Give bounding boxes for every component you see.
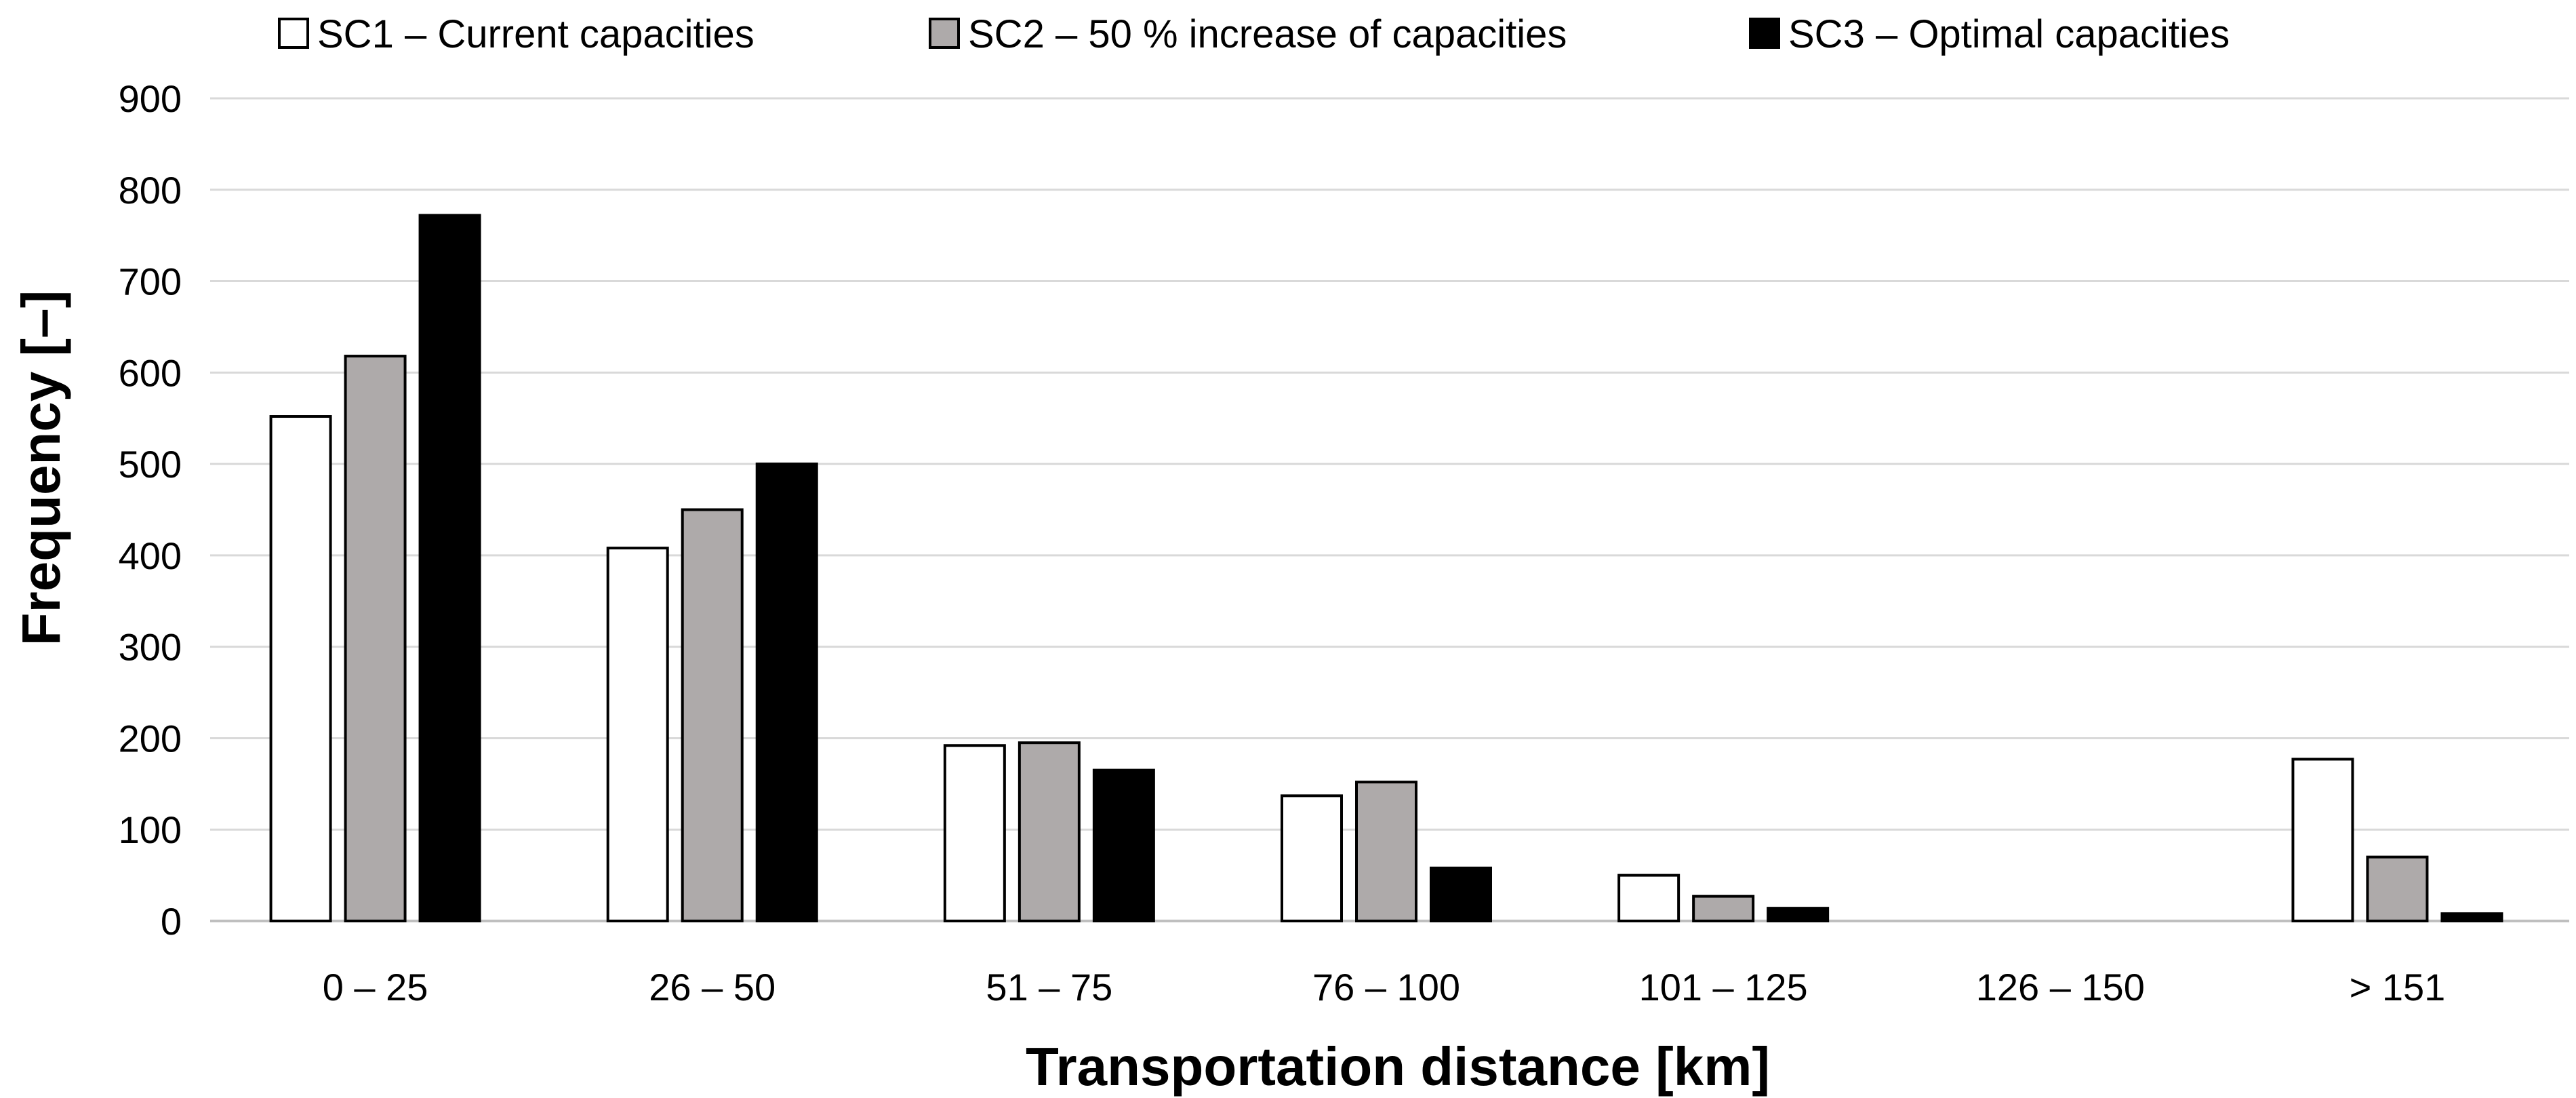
gridlines <box>210 97 2569 922</box>
bar-1-1 <box>269 415 332 922</box>
y-tick-label: 400 <box>119 534 182 577</box>
legend-label-3: SC3 – Optimal capacities <box>1788 12 2230 56</box>
legend-swatch-3 <box>1749 18 1780 49</box>
legend-label-1: SC1 – Current capacities <box>317 12 754 56</box>
y-tick-label: 600 <box>119 351 182 394</box>
bar-2-3 <box>1018 741 1081 923</box>
legend-swatch-1 <box>278 18 309 49</box>
x-tick-label: 126 – 150 <box>1976 966 2145 1008</box>
x-tick-label: 76 – 100 <box>1312 966 1460 1008</box>
y-tick-label: 0 <box>161 900 182 943</box>
bar-2-1 <box>344 355 407 922</box>
x-tick-label: 0 – 25 <box>323 966 428 1008</box>
bar-1-3 <box>943 744 1006 923</box>
bar-2-5 <box>1692 895 1755 922</box>
bar-3-7 <box>2440 912 2503 922</box>
bar-1-7 <box>2291 758 2354 923</box>
bar-3-3 <box>1092 768 1155 923</box>
y-tick-label: 300 <box>119 626 182 669</box>
bar-1-2 <box>606 547 669 922</box>
legend-label-2: SC2 – 50 % increase of capacities <box>968 12 1567 56</box>
y-tick-label: 800 <box>119 169 182 212</box>
x-tick-label: 26 – 50 <box>649 966 776 1008</box>
y-tick-label: 100 <box>119 808 182 851</box>
bar-1-5 <box>1617 874 1681 922</box>
bar-3-1 <box>418 214 481 923</box>
x-tick-label: 101 – 125 <box>1639 966 1808 1008</box>
x-tick-label: > 151 <box>2350 966 2446 1008</box>
y-tick-label: 200 <box>119 717 182 760</box>
bar-3-4 <box>1430 866 1492 922</box>
bar-1-4 <box>1281 794 1343 923</box>
y-axis-ticks: 0 100 200 300 400 500 600 700 800 900 <box>119 77 182 943</box>
bar-2-2 <box>681 508 744 922</box>
y-tick-label: 700 <box>119 260 182 303</box>
bar-3-5 <box>1767 907 1830 922</box>
x-tick-label: 51 – 75 <box>986 966 1112 1008</box>
bar-2-7 <box>2366 855 2429 922</box>
x-axis-ticks: 0 – 25 26 – 50 51 – 75 76 – 100 101 – 125 126… <box>323 966 2446 1008</box>
bar-3-2 <box>755 463 818 922</box>
y-tick-label: 900 <box>119 77 182 120</box>
bar-2-4 <box>1355 781 1417 923</box>
legend: SC1 – Current capacities SC2 – 50 % incre… <box>278 12 2230 56</box>
y-axis-title: Frequency [–] <box>11 290 71 646</box>
bars <box>269 214 2503 923</box>
legend-swatch-2 <box>929 18 960 49</box>
y-tick-label: 500 <box>119 443 182 486</box>
x-axis-title: Transportation distance [km] <box>1026 1036 1770 1097</box>
